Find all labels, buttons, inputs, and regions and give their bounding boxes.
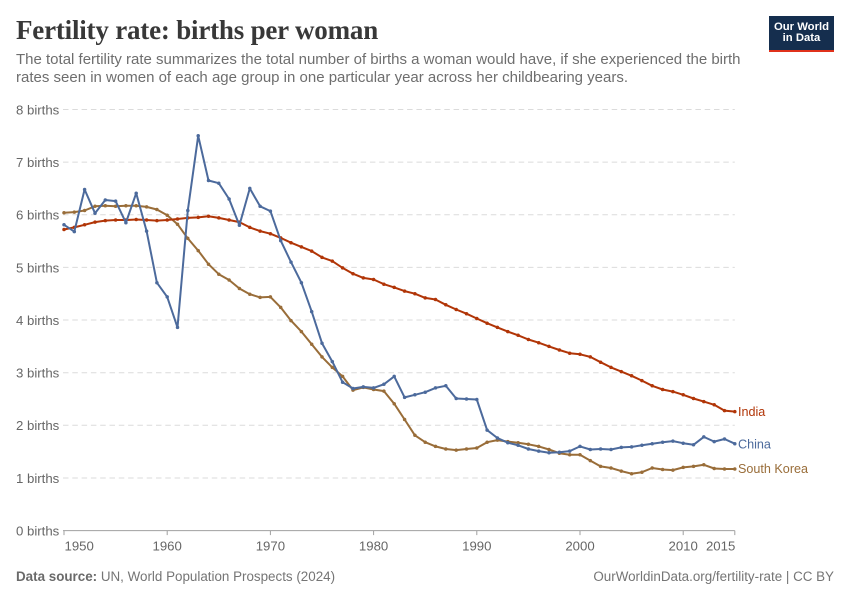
svg-text:3 births: 3 births (16, 366, 60, 381)
svg-text:South Korea: South Korea (738, 462, 808, 476)
svg-text:4 births: 4 births (16, 313, 60, 328)
svg-text:2015: 2015 (706, 539, 735, 554)
svg-text:8 births: 8 births (16, 102, 60, 117)
svg-text:1950: 1950 (65, 539, 94, 554)
svg-text:2010: 2010 (669, 539, 698, 554)
svg-text:7 births: 7 births (16, 155, 60, 170)
svg-text:5 births: 5 births (16, 260, 60, 275)
svg-text:2000: 2000 (565, 539, 594, 554)
svg-text:1990: 1990 (462, 539, 491, 554)
svg-text:1980: 1980 (359, 539, 388, 554)
svg-text:2 births: 2 births (16, 418, 60, 433)
svg-text:India: India (738, 405, 765, 419)
svg-text:1 births: 1 births (16, 471, 60, 486)
svg-text:6 births: 6 births (16, 208, 60, 223)
svg-text:China: China (738, 437, 771, 451)
svg-text:1960: 1960 (153, 539, 182, 554)
svg-text:0 births: 0 births (16, 524, 60, 539)
svg-text:1970: 1970 (256, 539, 285, 554)
